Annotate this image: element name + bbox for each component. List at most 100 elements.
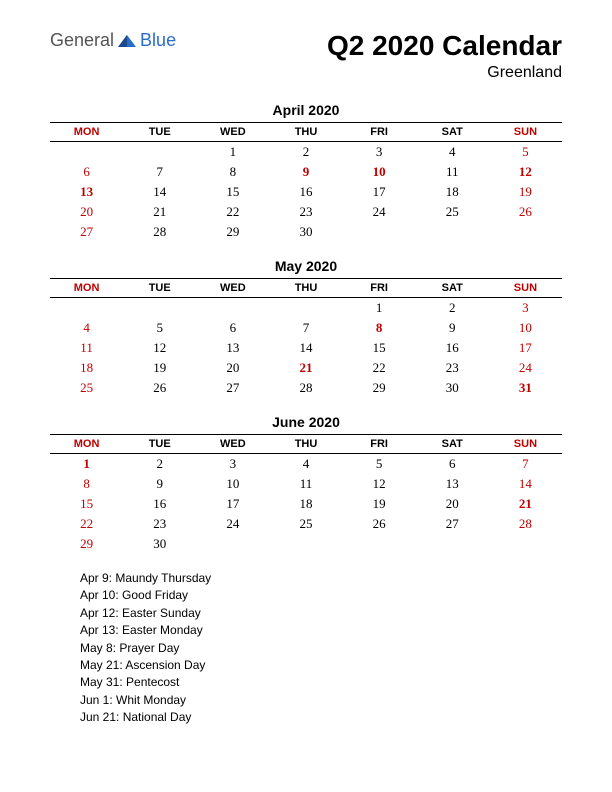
calendar-cell: 21: [489, 494, 562, 514]
day-header: SUN: [489, 435, 562, 454]
calendar-cell: [269, 298, 342, 319]
calendar-cell: 9: [123, 474, 196, 494]
month-block: April 2020MONTUEWEDTHUFRISATSUN123456789…: [50, 102, 562, 242]
holiday-item: May 21: Ascension Day: [80, 657, 562, 674]
calendar-cell: 8: [196, 162, 269, 182]
day-header: SAT: [416, 123, 489, 142]
calendar-cell: 2: [123, 454, 196, 475]
calendar-row: 20212223242526: [50, 202, 562, 222]
calendar-cell: 5: [123, 318, 196, 338]
calendar-cell: [50, 142, 123, 163]
months-container: April 2020MONTUEWEDTHUFRISATSUN123456789…: [50, 102, 562, 554]
calendar-cell: 17: [196, 494, 269, 514]
month-title: May 2020: [50, 258, 562, 274]
calendar-cell: 16: [416, 338, 489, 358]
calendar-cell: 13: [50, 182, 123, 202]
month-title: June 2020: [50, 414, 562, 430]
calendar-cell: 10: [196, 474, 269, 494]
calendar-cell: [489, 534, 562, 554]
day-header: MON: [50, 279, 123, 298]
day-header: TUE: [123, 123, 196, 142]
day-header: SAT: [416, 279, 489, 298]
calendar-cell: 5: [489, 142, 562, 163]
calendar-cell: [269, 534, 342, 554]
calendar-cell: 25: [269, 514, 342, 534]
calendar-cell: 30: [416, 378, 489, 398]
calendar-cell: 23: [123, 514, 196, 534]
day-header: TUE: [123, 435, 196, 454]
holiday-item: Apr 10: Good Friday: [80, 587, 562, 604]
calendar-cell: 7: [123, 162, 196, 182]
calendar-cell: 1: [50, 454, 123, 475]
holiday-item: Apr 12: Easter Sunday: [80, 605, 562, 622]
month-block: May 2020MONTUEWEDTHUFRISATSUN12345678910…: [50, 258, 562, 398]
calendar-cell: 11: [416, 162, 489, 182]
holiday-item: Apr 13: Easter Monday: [80, 622, 562, 639]
header: General Blue Q2 2020 Calendar Greenland: [50, 30, 562, 82]
calendar-cell: 18: [416, 182, 489, 202]
calendar-cell: 1: [196, 142, 269, 163]
holidays-list: Apr 9: Maundy ThursdayApr 10: Good Frida…: [50, 570, 562, 727]
calendar-row: 2930: [50, 534, 562, 554]
calendar-cell: 3: [489, 298, 562, 319]
calendar-cell: [123, 142, 196, 163]
calendar-cell: 4: [416, 142, 489, 163]
day-header: WED: [196, 279, 269, 298]
calendar-cell: 3: [343, 142, 416, 163]
holiday-item: Apr 9: Maundy Thursday: [80, 570, 562, 587]
month-title: April 2020: [50, 102, 562, 118]
calendar-cell: 10: [489, 318, 562, 338]
calendar-row: 25262728293031: [50, 378, 562, 398]
calendar-cell: 19: [489, 182, 562, 202]
calendar-cell: 13: [196, 338, 269, 358]
calendar-cell: [416, 222, 489, 242]
day-header: THU: [269, 123, 342, 142]
calendar-cell: 10: [343, 162, 416, 182]
calendar-row: 891011121314: [50, 474, 562, 494]
calendar-cell: 4: [50, 318, 123, 338]
calendar-cell: 16: [123, 494, 196, 514]
page-subtitle: Greenland: [327, 64, 562, 82]
calendar-cell: 28: [489, 514, 562, 534]
calendar-cell: 13: [416, 474, 489, 494]
calendar-cell: 9: [269, 162, 342, 182]
calendar-cell: [50, 298, 123, 319]
calendar-cell: 25: [416, 202, 489, 222]
calendar-cell: 6: [416, 454, 489, 475]
title-block: Q2 2020 Calendar Greenland: [327, 30, 562, 82]
holiday-item: Jun 21: National Day: [80, 709, 562, 726]
calendar-cell: 16: [269, 182, 342, 202]
logo: General Blue: [50, 30, 176, 51]
calendar-cell: 7: [489, 454, 562, 475]
day-header: SUN: [489, 123, 562, 142]
calendar-cell: 22: [50, 514, 123, 534]
calendar-cell: 12: [123, 338, 196, 358]
holiday-item: Jun 1: Whit Monday: [80, 692, 562, 709]
calendar-cell: [123, 298, 196, 319]
calendar-row: 22232425262728: [50, 514, 562, 534]
logo-text-blue: Blue: [140, 30, 176, 51]
calendar-cell: 4: [269, 454, 342, 475]
calendar-cell: 1: [343, 298, 416, 319]
calendar-row: 13141516171819: [50, 182, 562, 202]
day-header: SAT: [416, 435, 489, 454]
day-header: THU: [269, 279, 342, 298]
calendar-cell: 12: [343, 474, 416, 494]
calendar-cell: 29: [343, 378, 416, 398]
calendar-cell: 7: [269, 318, 342, 338]
calendar-cell: 8: [50, 474, 123, 494]
calendar-cell: 19: [343, 494, 416, 514]
calendar-cell: 30: [123, 534, 196, 554]
calendar-cell: 15: [343, 338, 416, 358]
calendar-cell: 6: [196, 318, 269, 338]
month-block: June 2020MONTUEWEDTHUFRISATSUN1234567891…: [50, 414, 562, 554]
calendar-cell: 12: [489, 162, 562, 182]
holiday-item: May 8: Prayer Day: [80, 640, 562, 657]
calendar-cell: 9: [416, 318, 489, 338]
calendar-cell: 8: [343, 318, 416, 338]
day-header: SUN: [489, 279, 562, 298]
day-header: WED: [196, 123, 269, 142]
calendar-row: 27282930: [50, 222, 562, 242]
calendar-cell: 19: [123, 358, 196, 378]
calendar-cell: 20: [50, 202, 123, 222]
